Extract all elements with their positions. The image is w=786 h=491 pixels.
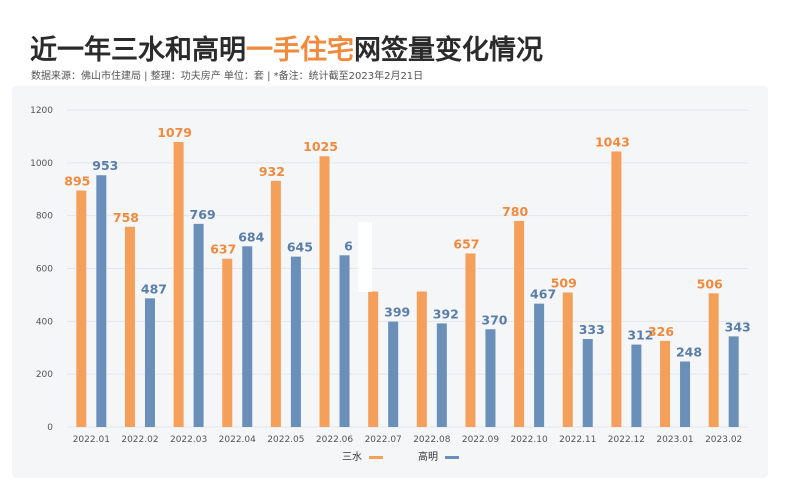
data-label-gaoming: 684 bbox=[238, 229, 264, 244]
bar-gaoming bbox=[485, 329, 495, 427]
x-tick-label: 2022.05 bbox=[267, 435, 304, 445]
bar-gaoming bbox=[291, 257, 301, 427]
chart-title: 近一年三水和高明一手住宅网签量变化情况 bbox=[30, 28, 543, 66]
data-label-gaoming: 399 bbox=[384, 305, 410, 320]
bar-gaoming bbox=[242, 246, 252, 427]
data-label-gaoming: 6 bbox=[344, 238, 353, 253]
bar-gaoming bbox=[96, 175, 106, 427]
legend-swatch-gaoming bbox=[445, 456, 459, 459]
bar-sanshui bbox=[660, 341, 670, 427]
x-tick-label: 2022.11 bbox=[559, 435, 596, 445]
x-tick-label: 2022.10 bbox=[510, 435, 547, 445]
bar-sanshui bbox=[465, 253, 475, 427]
legend-swatch-sanshui bbox=[369, 456, 383, 459]
y-tick-label: 0 bbox=[47, 423, 53, 433]
x-tick-label: 2022.07 bbox=[365, 435, 402, 445]
data-label-gaoming: 248 bbox=[676, 344, 702, 359]
bar-gaoming bbox=[437, 323, 447, 427]
data-label-gaoming: 370 bbox=[481, 312, 507, 327]
data-label-gaoming: 333 bbox=[579, 322, 605, 337]
data-label-sanshui: 637 bbox=[210, 242, 236, 257]
data-label-gaoming: 392 bbox=[433, 306, 459, 321]
bar-gaoming bbox=[388, 322, 398, 427]
data-label-sanshui: 1025 bbox=[303, 139, 338, 154]
y-tick-label: 800 bbox=[36, 212, 53, 222]
data-label-gaoming: 343 bbox=[725, 319, 751, 334]
data-label-sanshui: 1043 bbox=[595, 134, 630, 149]
x-tick-label: 2022.01 bbox=[73, 435, 110, 445]
data-label-gaoming: 953 bbox=[92, 158, 118, 173]
x-tick-label: 2022.08 bbox=[413, 435, 450, 445]
chart-subtitle: 数据来源：佛山市住建局 | 整理：功夫房产 单位：套 | *备注：统计截至202… bbox=[31, 67, 423, 82]
bar-sanshui bbox=[417, 291, 427, 427]
chart-panel: 0 200 400 600 800 1000 1200 895 953 2022.01 758 487… bbox=[12, 86, 768, 478]
data-label-gaoming: 487 bbox=[141, 281, 167, 296]
data-label-sanshui: 758 bbox=[113, 210, 139, 225]
bar-gaoming bbox=[534, 304, 544, 427]
y-tick-label: 600 bbox=[36, 265, 53, 275]
data-label-sanshui: 780 bbox=[502, 204, 528, 219]
x-tick-label: 2022.04 bbox=[219, 435, 256, 445]
y-tick-label: 400 bbox=[36, 317, 53, 327]
title-highlight: 一手住宅 bbox=[246, 35, 354, 66]
data-label-gaoming: 645 bbox=[287, 240, 313, 255]
y-tick-label: 200 bbox=[36, 370, 53, 380]
bar-sanshui bbox=[611, 151, 621, 427]
x-tick-label: 2023.02 bbox=[705, 435, 742, 445]
bar-gaoming bbox=[145, 298, 155, 427]
x-tick-label: 2022.02 bbox=[121, 435, 158, 445]
bar-sanshui bbox=[563, 293, 573, 427]
bar-gaoming bbox=[194, 224, 204, 427]
x-tick-label: 2023.01 bbox=[656, 435, 693, 445]
y-tick-label: 1200 bbox=[30, 106, 53, 116]
occlusion-patch bbox=[358, 222, 372, 292]
bar-sanshui bbox=[271, 181, 281, 427]
data-label-sanshui: 509 bbox=[551, 276, 577, 291]
x-tick-label: 2022.12 bbox=[608, 435, 645, 445]
x-tick-label: 2022.03 bbox=[170, 435, 207, 445]
bar-gaoming bbox=[631, 345, 641, 427]
x-tick-label: 2022.06 bbox=[316, 435, 353, 445]
title-suffix: 网签量变化情况 bbox=[354, 35, 543, 66]
bar-gaoming bbox=[680, 361, 690, 427]
legend-label-sanshui: 三水 bbox=[342, 451, 362, 463]
y-tick-label: 1000 bbox=[30, 159, 53, 169]
bar-sanshui bbox=[76, 191, 86, 427]
title-prefix: 近一年三水和高明 bbox=[30, 35, 246, 66]
data-label-sanshui: 1079 bbox=[157, 125, 192, 140]
bar-sanshui bbox=[320, 156, 330, 427]
bar-gaoming bbox=[583, 339, 593, 427]
legend-label-gaoming: 高明 bbox=[418, 450, 438, 463]
data-label-sanshui: 932 bbox=[259, 164, 285, 179]
bar-gaoming bbox=[729, 336, 739, 427]
data-label-sanshui: 326 bbox=[648, 324, 674, 339]
bar-gaoming bbox=[340, 255, 350, 427]
data-label-sanshui: 895 bbox=[64, 174, 90, 189]
data-label-sanshui: 506 bbox=[697, 276, 723, 291]
bar-sanshui bbox=[222, 259, 232, 427]
bar-sanshui bbox=[368, 291, 378, 427]
bar-sanshui bbox=[125, 227, 135, 427]
data-label-sanshui: 657 bbox=[453, 236, 479, 251]
x-tick-label: 2022.09 bbox=[462, 435, 499, 445]
data-label-gaoming: 769 bbox=[190, 207, 216, 222]
bar-sanshui bbox=[174, 142, 184, 427]
bar-sanshui bbox=[514, 221, 524, 427]
bar-sanshui bbox=[709, 293, 719, 427]
